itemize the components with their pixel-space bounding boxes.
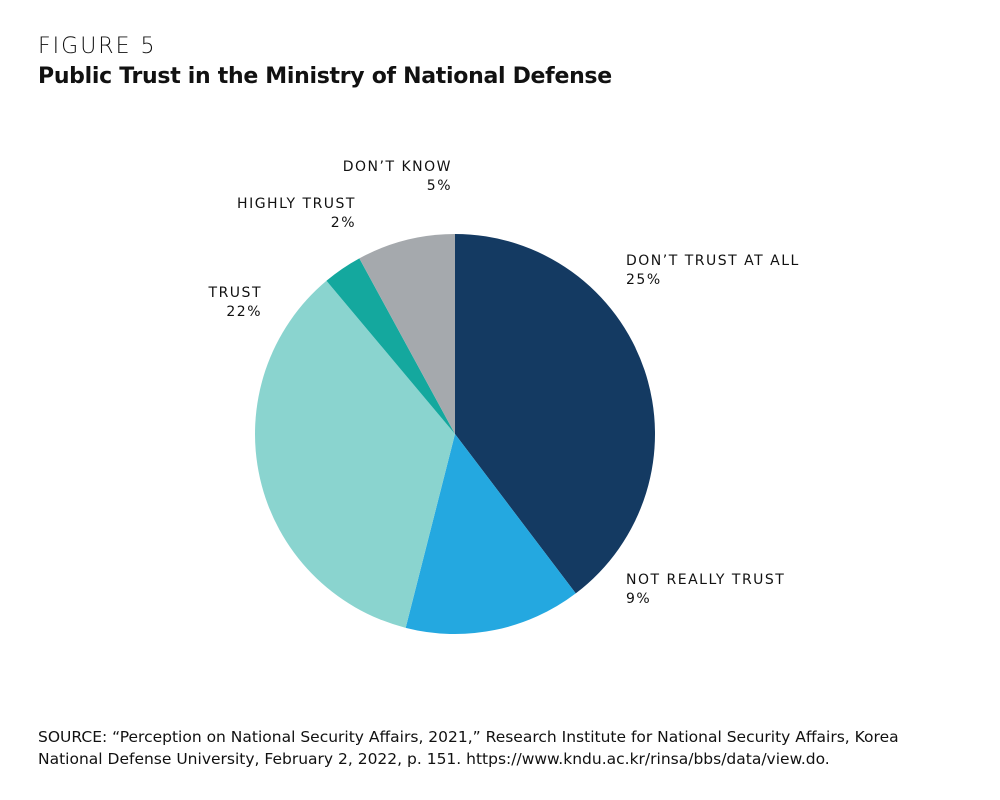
slice-label: DON’T TRUST AT ALL (626, 253, 800, 269)
pie-slice (405, 434, 576, 634)
slice-value-label: 25% (626, 272, 662, 288)
slice-label: NOT REALLY TRUST (626, 572, 785, 588)
pie-slice (254, 280, 455, 628)
source-note: SOURCE: “Perception on National Security… (38, 728, 899, 768)
pie-slice (455, 234, 655, 594)
slice-value-label: 22% (226, 304, 262, 320)
chart: DON’T TRUST AT ALL 25% NOT REALLY TRUST 9% T… (208, 159, 800, 634)
slice-value-label: 5% (427, 178, 452, 194)
slice-label: TRUST (208, 285, 262, 301)
slice-label: HIGHLY TRUST (237, 196, 356, 212)
figure-label: FIGURE 5 (38, 34, 157, 59)
pie-slice (326, 258, 455, 434)
pie-slice (359, 234, 455, 434)
slice-value-label: 9% (626, 591, 651, 607)
slice-label: DON’T KNOW (343, 159, 452, 175)
chart-title: Public Trust in the Ministry of National… (38, 64, 612, 89)
slice-value-label: 2% (331, 215, 356, 231)
